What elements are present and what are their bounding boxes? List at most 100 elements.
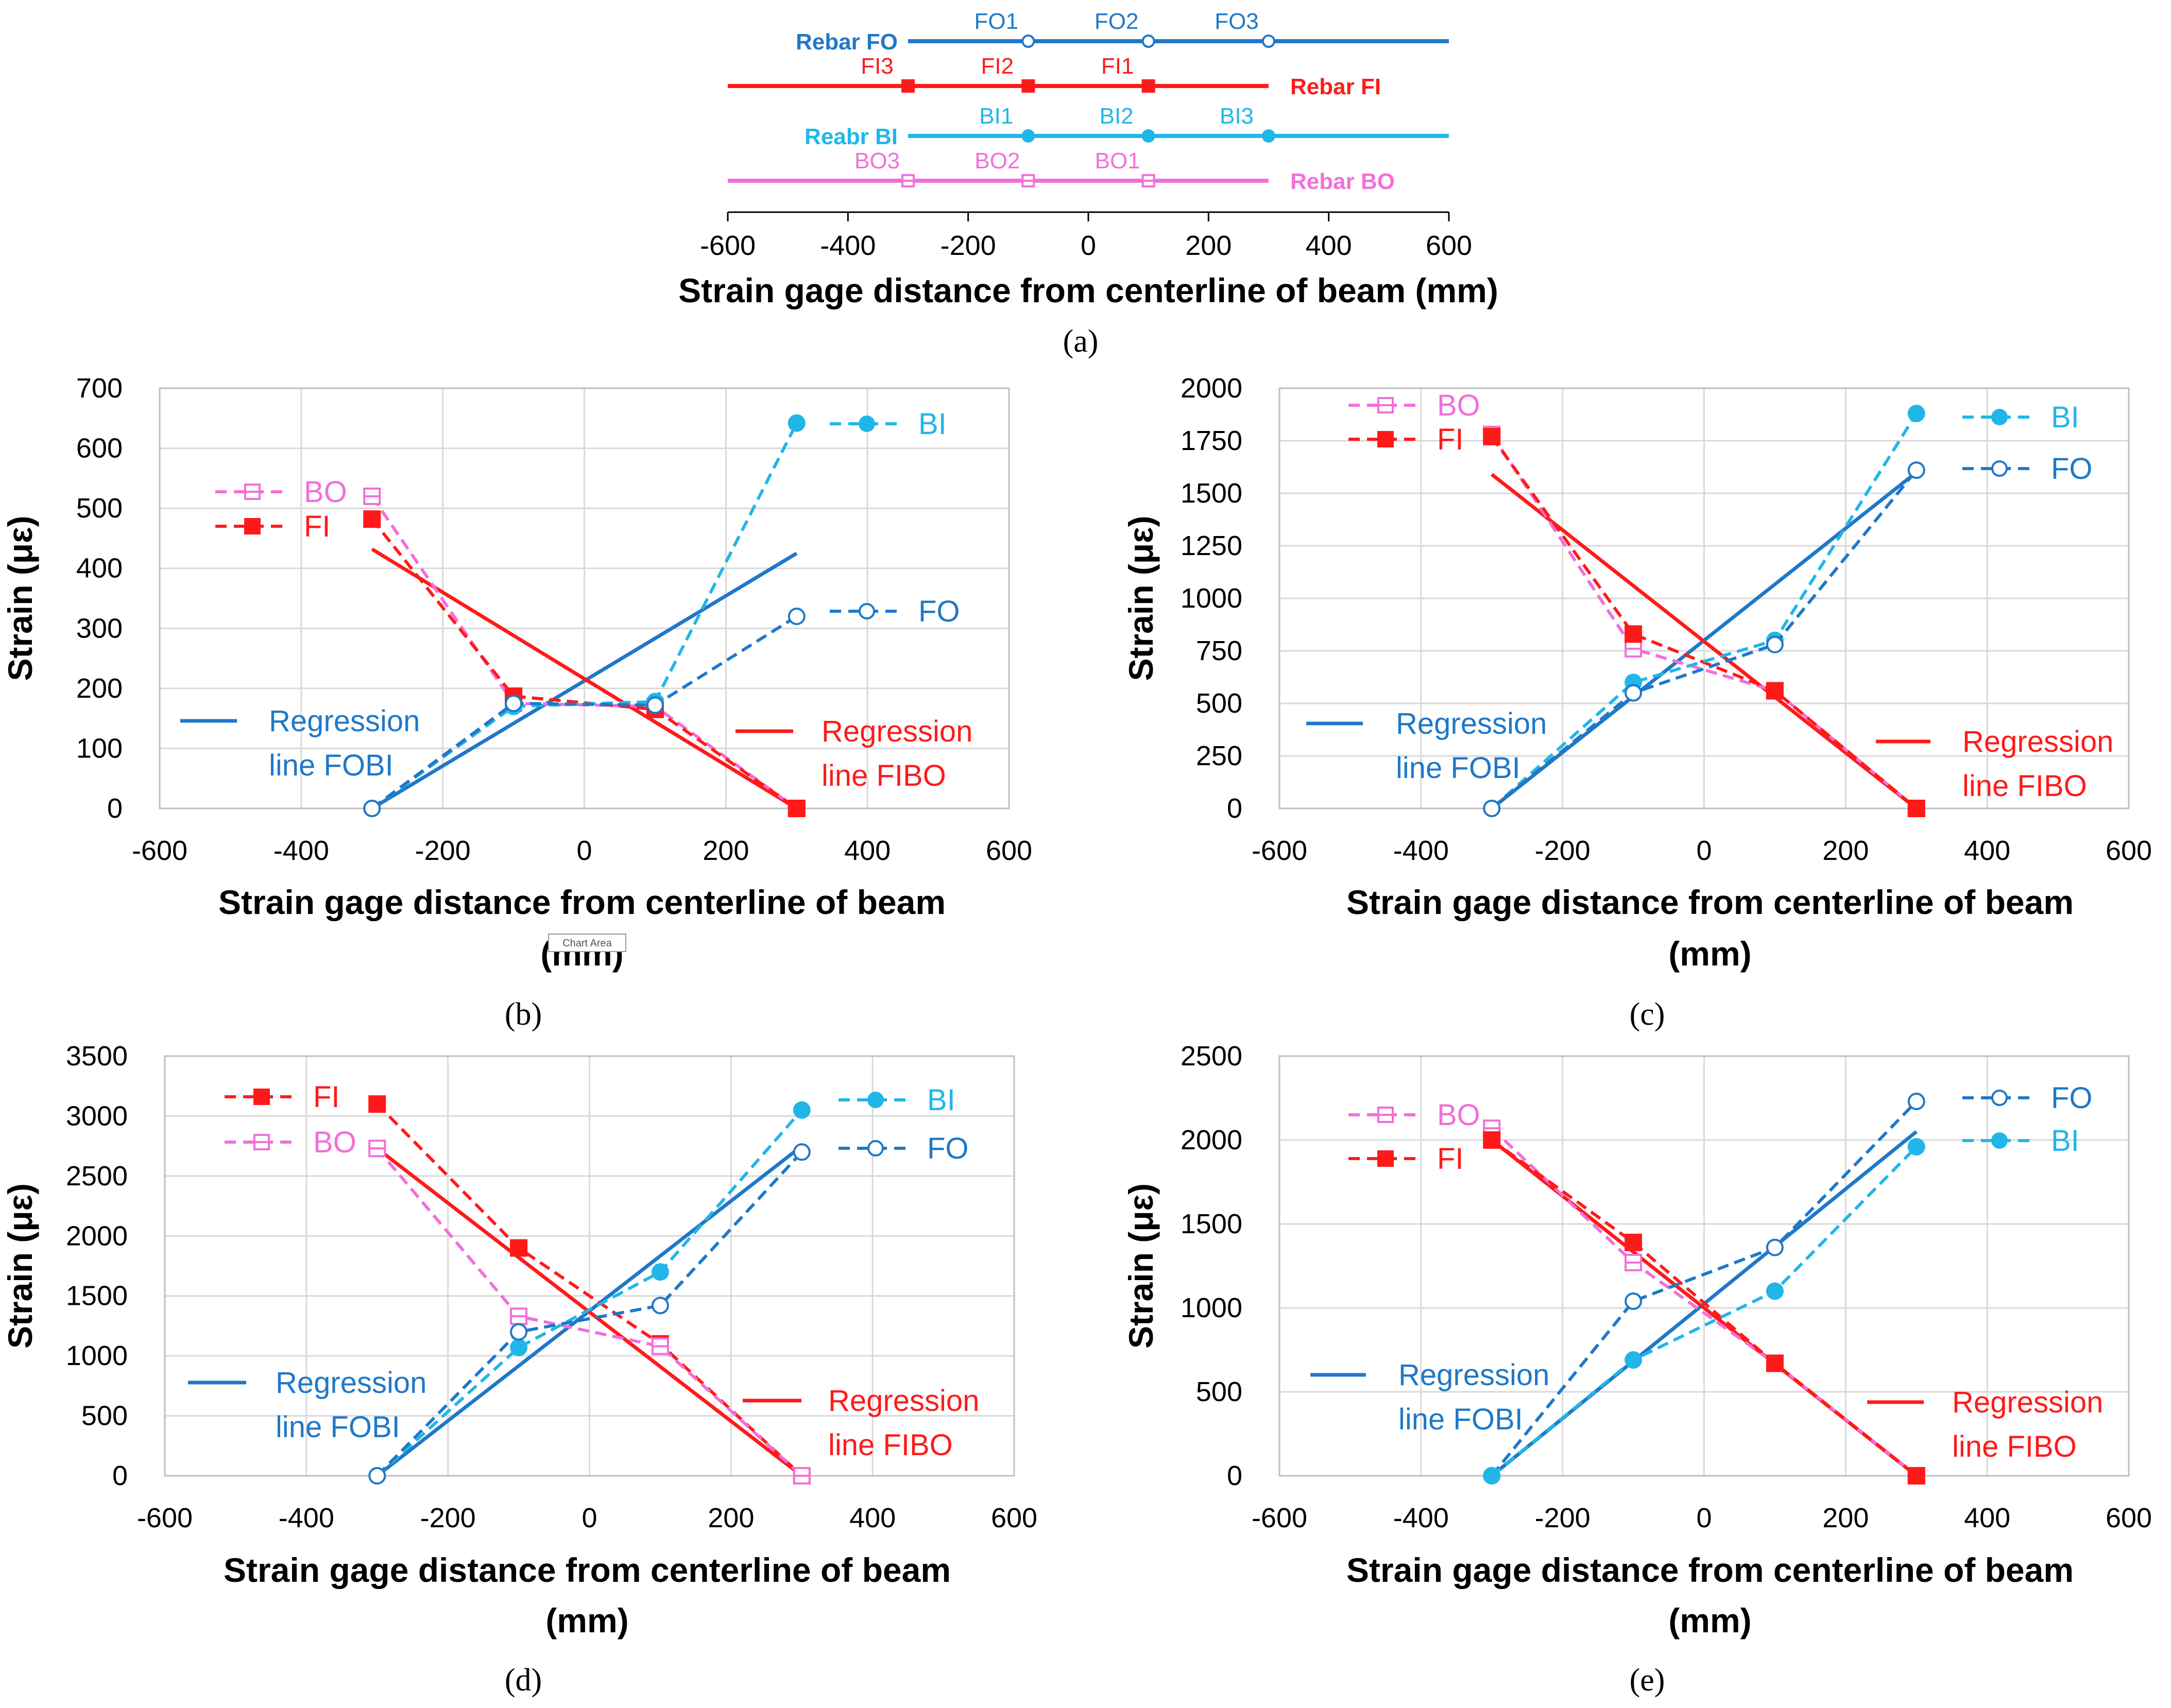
panel-c-point-fo-shape xyxy=(1766,635,1784,653)
panel-e-point-fo xyxy=(1907,1093,1925,1111)
panel-c-legend-bo-marker xyxy=(1377,397,1394,413)
panel-b-legend-bi-marker-shape xyxy=(859,416,875,432)
gauge-fo2-label: FO2 xyxy=(1095,9,1139,34)
panel-c-legend-bi: BI xyxy=(1962,401,2079,434)
panel-e-legend-bi-marker xyxy=(1991,1132,2008,1149)
rebar-bo-name: Rebar BO xyxy=(1290,169,1395,194)
gauge-bi3-marker xyxy=(1262,129,1275,143)
panel-e-legend-bo: BO xyxy=(1348,1098,1480,1132)
panel-e-legend-fo-label: FO xyxy=(2051,1081,2093,1115)
panel-d-y-tick-label: 500 xyxy=(81,1401,128,1431)
panel-b-point-fo xyxy=(788,607,806,625)
panel-e-x-tick-label: 200 xyxy=(1822,1503,1869,1533)
panel-c-legend-regression-fibo-label-2: line FIBO xyxy=(1962,769,2087,803)
rebar-bi: Reabr BI BI1 BI2 BI3 xyxy=(805,103,1449,149)
panel-b-legend-regression-fobi: Regression line FOBI xyxy=(180,704,420,782)
panel-d-point-fo xyxy=(510,1323,528,1341)
panel-b-point-bi-shape xyxy=(788,414,806,432)
panel-e-point-fo-shape xyxy=(1625,1292,1643,1310)
panel-c-x-axis-title-unit: (mm) xyxy=(1668,935,1751,973)
panel-e-x-axis-title: Strain gage distance from centerline of … xyxy=(1346,1551,2074,1589)
panel-c-point-fi-shape xyxy=(1483,427,1501,445)
panel-d-x-tick-label: 200 xyxy=(708,1503,754,1533)
panel-c-point-fi-shape xyxy=(1766,682,1784,700)
panel-d-legend-bi: BI xyxy=(839,1083,955,1117)
panel-d-legend-fi: FI xyxy=(225,1080,340,1114)
gauge-bi2-label: BI2 xyxy=(1100,103,1134,129)
panel-d-y-tick-label: 3500 xyxy=(66,1041,128,1072)
panel-c-y-tick-label: 250 xyxy=(1196,740,1242,771)
panel-e-point-bi xyxy=(1907,1138,1925,1156)
panel-b-point-fo-shape xyxy=(363,800,381,817)
panel-d-point-bi-shape xyxy=(651,1263,669,1281)
panel-d: -600 -400 -200 0 200 400 600 0 500 1000 1500 2000 25… xyxy=(1,1041,1037,1698)
panel-e-x-tick-label: -600 xyxy=(1252,1503,1307,1533)
panel-c-y-tick-label: 500 xyxy=(1196,688,1242,719)
panel-c-legend-bi-marker xyxy=(1991,409,2008,425)
gauge-fi2-label: FI2 xyxy=(981,54,1014,79)
gauge-fo2-marker-shape xyxy=(1141,34,1155,48)
panel-e-x-tick-label: 400 xyxy=(1964,1503,2010,1533)
panel-d-legend-fo-marker xyxy=(867,1140,884,1157)
panel-e-series-fo-line xyxy=(1490,1100,1918,1477)
panel-d-series-fi-line xyxy=(376,1103,803,1477)
panel-b-x-tick-label: -400 xyxy=(273,835,329,866)
panel-c-legend-regression-fobi-label-1: Regression xyxy=(1396,707,1547,740)
panel-b-legend-fi: FI xyxy=(215,510,331,543)
panel-b-y-tick-label: 100 xyxy=(76,733,123,764)
panel-c-y-tick-label: 1500 xyxy=(1181,478,1242,509)
panel-b-y-tick-label: 600 xyxy=(76,433,123,464)
panel-e-point-bi-shape xyxy=(1483,1467,1501,1485)
panel-b-point-fo-shape xyxy=(505,695,523,712)
panel-e-x-axis-title-unit: (mm) xyxy=(1668,1601,1751,1640)
panel-d-y-tick-label: 1000 xyxy=(66,1340,128,1371)
panel-b: -600 -400 -200 0 200 400 600 0 100 200 300 400 500 60… xyxy=(1,373,1032,1032)
gauge-fo1-label: FO1 xyxy=(975,9,1019,34)
gauge-bi1-label: BI1 xyxy=(979,103,1013,129)
panel-e-y-tick-label: 500 xyxy=(1196,1376,1242,1407)
panel-e-legend-fi: FI xyxy=(1348,1142,1464,1176)
panel-d-legend-regression-fobi-label-1: Regression xyxy=(276,1366,426,1400)
panel-e-y-tick-label: 1000 xyxy=(1181,1292,1242,1323)
panel-b-series-fo-line xyxy=(371,615,798,810)
panel-b-legend-fi-marker-shape xyxy=(244,518,261,534)
rebar-fo-name: Rebar FO xyxy=(796,29,898,55)
panel-c-y-tick-label: 1750 xyxy=(1181,425,1242,456)
panel-c-point-fo xyxy=(1907,461,1925,479)
panel-e: -600 -400 -200 0 200 400 600 0 500 1000 1500 2000 25… xyxy=(1122,1041,2152,1698)
panel-d-legend-fo: FO xyxy=(839,1132,969,1165)
panel-d-regression-fibo-line xyxy=(376,1147,803,1477)
panel-b-legend-fi-label: FI xyxy=(304,510,331,543)
panel-c-legend-fi: FI xyxy=(1348,423,1464,456)
panel-d-legend-fi-marker-shape xyxy=(253,1089,270,1105)
gauge-fo3-label: FO3 xyxy=(1215,9,1259,34)
panel-c-legend-regression-fibo: Regression line FIBO xyxy=(1876,725,2113,803)
panel-d-series-fo xyxy=(368,1143,811,1485)
panel-d-y-tick-label: 2500 xyxy=(66,1161,128,1192)
panel-c-legend-fo: FO xyxy=(1962,452,2093,486)
panel-e-legend-bi: BI xyxy=(1962,1124,2079,1158)
panel-d-point-fi-shape xyxy=(368,1095,386,1113)
panel-d-legend-bi-label: BI xyxy=(927,1083,955,1117)
panel-b-legend-fo-label: FO xyxy=(918,595,960,628)
panel-c-regression-fibo-line xyxy=(1491,473,1918,810)
gauge-fi1-label: FI1 xyxy=(1101,54,1134,79)
panel-e-plot-frame xyxy=(1278,1055,2130,1477)
panel-e-x-tick-label: 0 xyxy=(1696,1503,1712,1533)
panel-b-point-fo xyxy=(363,800,381,817)
panel-d-x-tick-label: -400 xyxy=(279,1503,334,1533)
panel-b-legend-bo-label: BO xyxy=(304,475,347,509)
panel-b-y-tick-label: 700 xyxy=(76,373,123,404)
gauge-bi2-marker xyxy=(1141,129,1155,143)
panel-d-y-tick-label: 2000 xyxy=(66,1220,128,1251)
panel-c-y-tick-label: 750 xyxy=(1196,635,1242,666)
panel-b-x-axis-title: Strain gage distance from centerline of … xyxy=(218,883,946,921)
panel-e-y-tick-label: 1500 xyxy=(1181,1209,1242,1239)
gauge-bo1-marker xyxy=(1141,174,1155,187)
panel-b-y-tick-label: 300 xyxy=(76,613,123,644)
panel-d-point-bo xyxy=(793,1467,811,1485)
panel-e-caption: (e) xyxy=(1630,1663,1665,1698)
gauge-fi3-marker xyxy=(901,79,915,93)
